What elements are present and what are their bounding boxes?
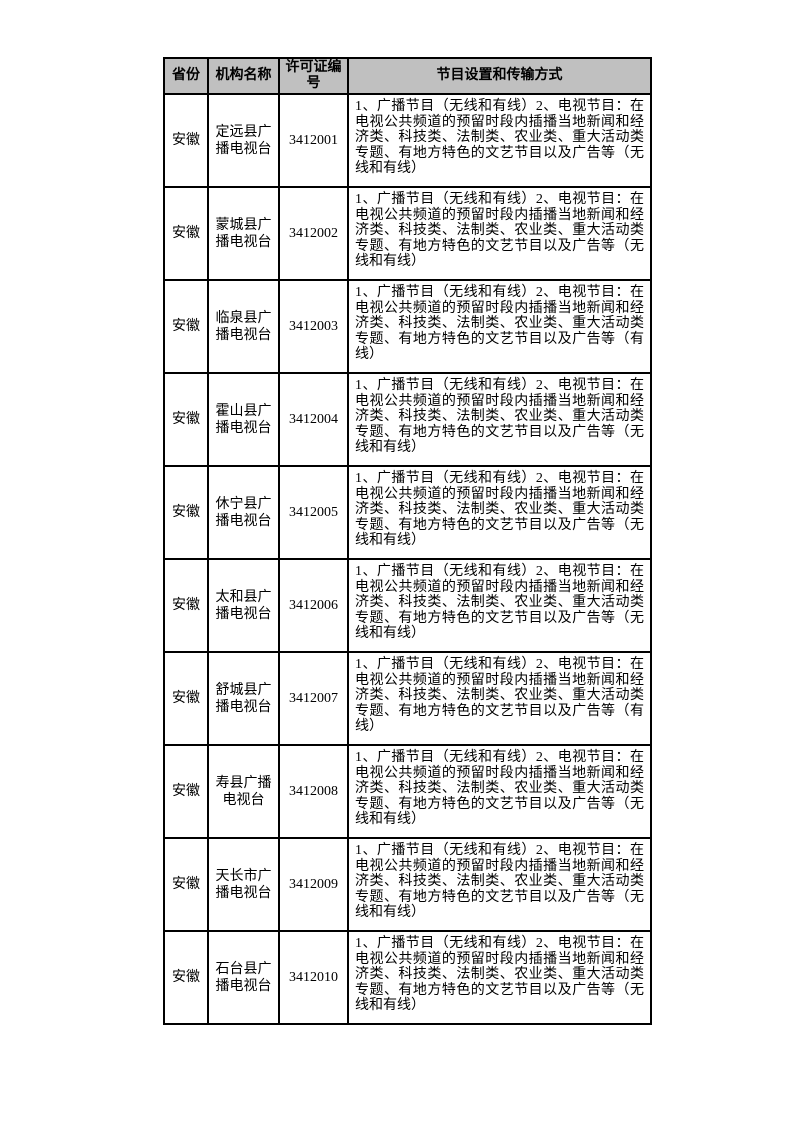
- cell-province: 安徽: [163, 93, 209, 188]
- table-row: 安徽 休宁县广播电视台 3412005 1、广播节目（无线和有线）2、电视节目：…: [163, 465, 652, 560]
- cell-license: 3412003: [278, 279, 349, 374]
- table-row: 安徽 天长市广播电视台 3412009 1、广播节目（无线和有线）2、电视节目：…: [163, 837, 652, 932]
- cell-province: 安徽: [163, 465, 209, 560]
- cell-program: 1、广播节目（无线和有线）2、电视节目：在电视公共频道的预留时段内插播当地新闻和…: [347, 837, 652, 932]
- table-row: 安徽 寿县广播电视台 3412008 1、广播节目（无线和有线）2、电视节目：在…: [163, 744, 652, 839]
- cell-org: 定远县广播电视台: [207, 93, 280, 188]
- cell-province: 安徽: [163, 837, 209, 932]
- cell-program: 1、广播节目（无线和有线）2、电视节目：在电视公共频道的预留时段内插播当地新闻和…: [347, 186, 652, 281]
- cell-org: 临泉县广播电视台: [207, 279, 280, 374]
- table-row: 安徽 舒城县广播电视台 3412007 1、广播节目（无线和有线）2、电视节目：…: [163, 651, 652, 746]
- cell-org: 石台县广播电视台: [207, 930, 280, 1025]
- cell-org: 舒城县广播电视台: [207, 651, 280, 746]
- table-row: 安徽 石台县广播电视台 3412010 1、广播节目（无线和有线）2、电视节目：…: [163, 930, 652, 1025]
- table-header-row: 省份 机构名称 许可证编号 节目设置和传输方式: [163, 57, 652, 95]
- cell-province: 安徽: [163, 744, 209, 839]
- cell-org: 天长市广播电视台: [207, 837, 280, 932]
- table-row: 安徽 太和县广播电视台 3412006 1、广播节目（无线和有线）2、电视节目：…: [163, 558, 652, 653]
- table-row: 安徽 蒙城县广播电视台 3412002 1、广播节目（无线和有线）2、电视节目：…: [163, 186, 652, 281]
- cell-license: 3412001: [278, 93, 349, 188]
- cell-program: 1、广播节目（无线和有线）2、电视节目：在电视公共频道的预留时段内插播当地新闻和…: [347, 465, 652, 560]
- cell-province: 安徽: [163, 651, 209, 746]
- cell-program: 1、广播节目（无线和有线）2、电视节目：在电视公共频道的预留时段内插播当地新闻和…: [347, 744, 652, 839]
- header-license: 许可证编号: [278, 57, 349, 95]
- cell-province: 安徽: [163, 930, 209, 1025]
- header-program: 节目设置和传输方式: [347, 57, 652, 95]
- cell-program: 1、广播节目（无线和有线）2、电视节目：在电视公共频道的预留时段内插播当地新闻和…: [347, 651, 652, 746]
- license-table: 省份 机构名称 许可证编号 节目设置和传输方式 安徽 定远县广播电视台 3412…: [163, 57, 652, 1025]
- cell-org: 霍山县广播电视台: [207, 372, 280, 467]
- cell-program: 1、广播节目（无线和有线）2、电视节目：在电视公共频道的预留时段内插播当地新闻和…: [347, 372, 652, 467]
- table-row: 安徽 定远县广播电视台 3412001 1、广播节目（无线和有线）2、电视节目：…: [163, 93, 652, 188]
- table-row: 安徽 霍山县广播电视台 3412004 1、广播节目（无线和有线）2、电视节目：…: [163, 372, 652, 467]
- cell-province: 安徽: [163, 186, 209, 281]
- cell-license: 3412009: [278, 837, 349, 932]
- cell-province: 安徽: [163, 372, 209, 467]
- cell-org: 寿县广播电视台: [207, 744, 280, 839]
- cell-license: 3412006: [278, 558, 349, 653]
- cell-license: 3412002: [278, 186, 349, 281]
- cell-license: 3412008: [278, 744, 349, 839]
- header-org: 机构名称: [207, 57, 280, 95]
- cell-program: 1、广播节目（无线和有线）2、电视节目：在电视公共频道的预留时段内插播当地新闻和…: [347, 279, 652, 374]
- cell-program: 1、广播节目（无线和有线）2、电视节目：在电视公共频道的预留时段内插播当地新闻和…: [347, 558, 652, 653]
- cell-program: 1、广播节目（无线和有线）2、电视节目：在电视公共频道的预留时段内插播当地新闻和…: [347, 93, 652, 188]
- cell-program: 1、广播节目（无线和有线）2、电视节目：在电视公共频道的预留时段内插播当地新闻和…: [347, 930, 652, 1025]
- cell-province: 安徽: [163, 279, 209, 374]
- cell-org: 太和县广播电视台: [207, 558, 280, 653]
- table-row: 安徽 临泉县广播电视台 3412003 1、广播节目（无线和有线）2、电视节目：…: [163, 279, 652, 374]
- cell-org: 休宁县广播电视台: [207, 465, 280, 560]
- cell-license: 3412007: [278, 651, 349, 746]
- cell-license: 3412010: [278, 930, 349, 1025]
- cell-org: 蒙城县广播电视台: [207, 186, 280, 281]
- cell-province: 安徽: [163, 558, 209, 653]
- header-province: 省份: [163, 57, 209, 95]
- cell-license: 3412005: [278, 465, 349, 560]
- cell-license: 3412004: [278, 372, 349, 467]
